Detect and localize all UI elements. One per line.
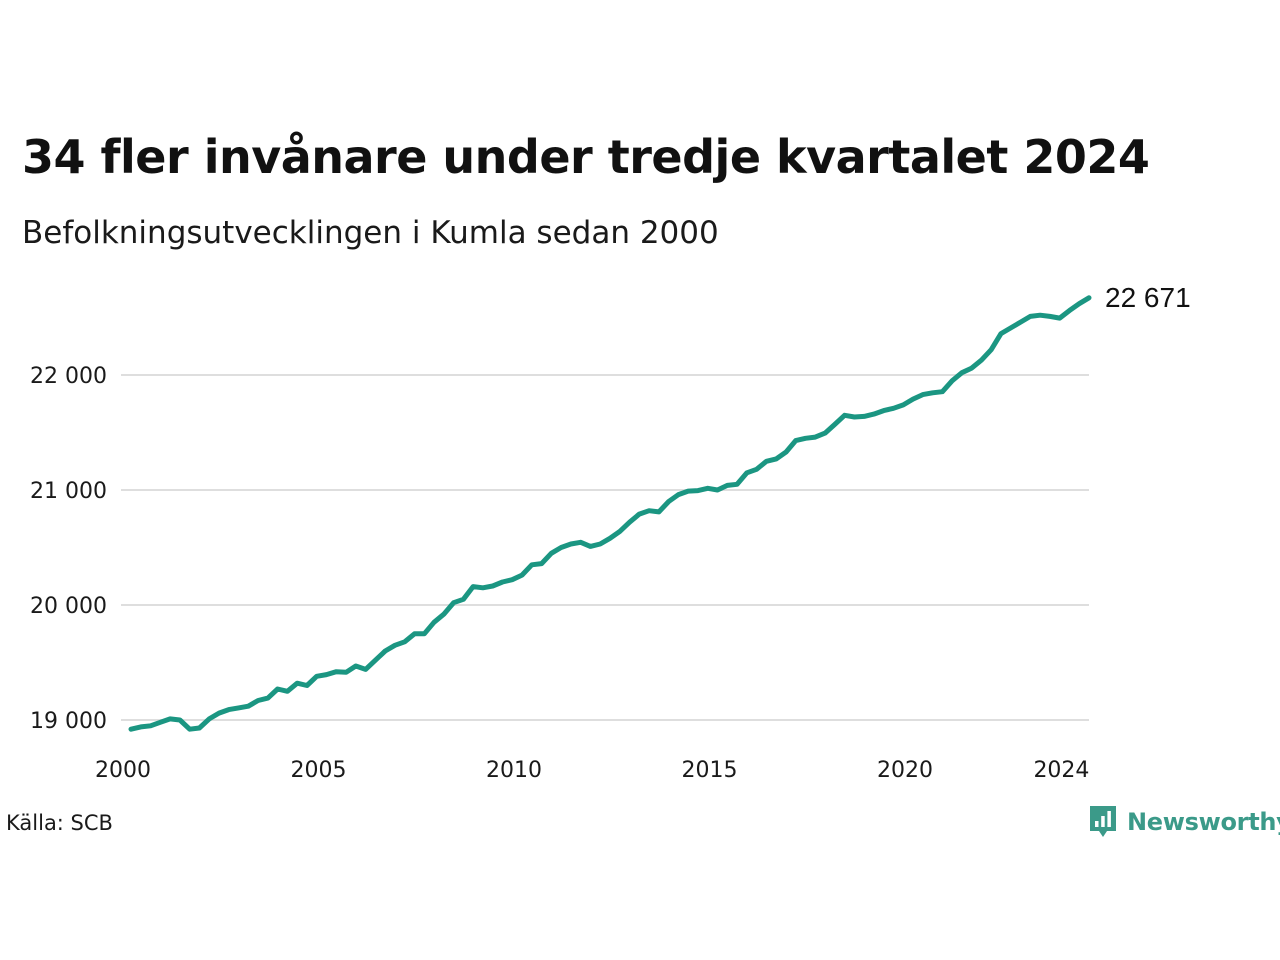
y-tick-label: 21 000: [30, 479, 107, 504]
chart-title: 34 fler invånare under tredje kvartalet …: [22, 130, 1150, 184]
y-tick-label: 20 000: [30, 594, 107, 619]
x-tick-label: 2020: [877, 758, 933, 783]
grid-layer: [121, 374, 1089, 721]
newsworthy-logo-icon: [1090, 806, 1116, 837]
y-tick-label: 19 000: [30, 709, 107, 734]
source-note: Källa: SCB: [6, 811, 113, 835]
y-axis-ticks: 19 000 20 000 21 000 22 000: [30, 364, 107, 734]
x-tick-label: 2005: [291, 758, 347, 783]
end-value-label: 22 671: [1105, 282, 1191, 313]
series-layer: [128, 295, 1092, 732]
brand-logo: Newsworthy: [1088, 803, 1280, 841]
population-line: [128, 295, 1092, 732]
x-axis-ticks: 2000 2005 2010 2015 2020 2024: [95, 758, 1089, 783]
y-tick-label: 22 000: [30, 364, 107, 389]
chart-subtitle: Befolkningsutvecklingen i Kumla sedan 20…: [22, 215, 719, 251]
brand-name: Newsworthy: [1127, 808, 1280, 836]
x-tick-label: 2000: [95, 758, 151, 783]
x-tick-label: 2015: [682, 758, 738, 783]
x-tick-label: 2010: [486, 758, 542, 783]
x-tick-label: 2024: [1033, 758, 1089, 783]
